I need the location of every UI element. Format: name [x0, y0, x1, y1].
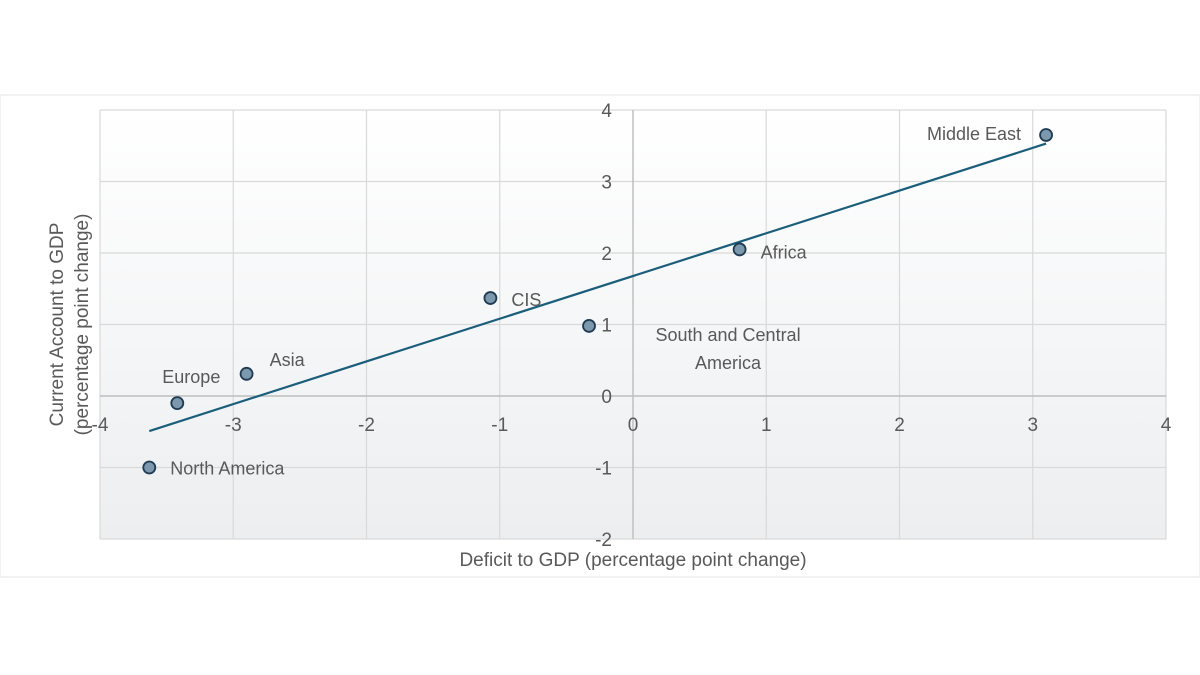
x-tick-label: 3 — [1027, 415, 1038, 436]
data-point — [170, 396, 185, 411]
y-tick-label: -2 — [595, 530, 612, 551]
page-border-line — [0, 94, 1200, 578]
point-label: America — [695, 353, 762, 373]
data-point — [582, 319, 596, 333]
point-label: Africa — [761, 242, 808, 262]
y-tick-label: 4 — [601, 101, 612, 122]
y-tick-label: 3 — [601, 173, 612, 194]
point-label: South and Central — [655, 325, 800, 345]
data-point — [239, 366, 254, 381]
y-tick-label: 2 — [601, 244, 612, 265]
data-point — [142, 460, 157, 475]
x-tick-label: 0 — [628, 415, 639, 436]
point-label: Middle East — [927, 124, 1021, 144]
point-label: CIS — [511, 290, 541, 310]
x-tick-label: 2 — [894, 415, 905, 436]
x-tick-label: -2 — [358, 415, 375, 436]
x-tick-label: -3 — [225, 415, 242, 436]
data-point — [732, 242, 747, 257]
point-label: Asia — [270, 350, 306, 370]
y-tick-label: 0 — [601, 387, 612, 408]
tick-labels: -4 -3 -2 -1 0 1 2 3 4 -2 -1 0 1 2 3 4 — [92, 101, 1172, 551]
y-tick-label: -1 — [595, 459, 612, 480]
y-tick-label: 1 — [601, 316, 612, 337]
point-labels: Middle East Africa CIS South and Central Ame… — [162, 124, 1021, 478]
trendline — [148, 142, 1047, 433]
axes — [100, 110, 1166, 539]
data-points — [142, 128, 1053, 475]
grid — [99, 109, 1167, 540]
data-point — [483, 291, 498, 305]
y-axis-title-line-2: (percentage point change) — [72, 214, 93, 436]
x-tick-label: -1 — [491, 415, 508, 436]
x-axis-title: Deficit to GDP (percentage point change) — [459, 550, 806, 571]
point-label: North America — [170, 459, 285, 479]
x-tick-label: 1 — [761, 415, 772, 436]
y-axis-title-line-1: Current Account to GDP — [47, 223, 68, 427]
data-point — [1039, 128, 1053, 142]
x-tick-label: 4 — [1161, 415, 1172, 436]
x-tick-label: -4 — [92, 415, 109, 436]
point-label: Europe — [162, 367, 220, 387]
